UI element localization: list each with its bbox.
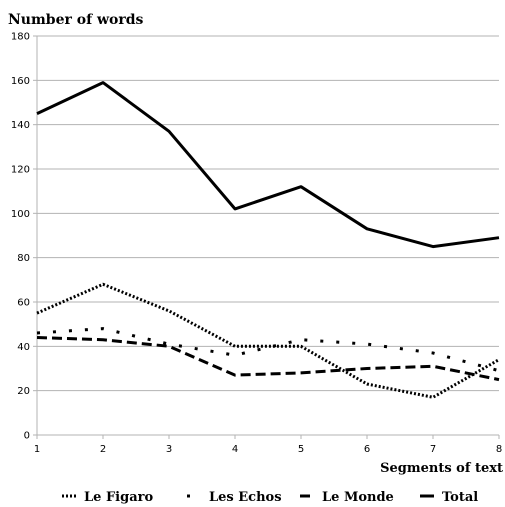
series-line-le-figaro	[36, 282, 500, 399]
legend-label-le-figaro: Le Figaro	[84, 490, 153, 505]
x-tick-label: 6	[364, 444, 370, 455]
legend-label-le-monde: Le Monde	[322, 490, 394, 505]
legend-label-les-echos: Les Echos	[209, 490, 282, 505]
x-tick-label: 8	[496, 444, 502, 455]
x-tick-label: 2	[100, 444, 106, 455]
series-line-le-monde	[36, 336, 500, 382]
x-tick-label: 3	[166, 444, 172, 455]
x-tick-label: 1	[34, 444, 40, 455]
y-tick-label: 120	[11, 165, 30, 176]
x-tick-label: 7	[430, 444, 436, 455]
x-tick-label: 5	[298, 444, 304, 455]
series-line-les-echos	[36, 327, 500, 373]
legend: Le Figaro Les Echos Le Monde Total	[62, 490, 478, 505]
y-tick-label: 140	[11, 120, 30, 131]
x-tick-label: 4	[232, 444, 238, 455]
y-tick-label: 20	[17, 386, 30, 397]
tick-labels: 0 20 40 60 80 100 120 140 160 180 1 2 3 4 5 6 7 8	[11, 32, 502, 456]
y-tick-label: 0	[24, 431, 30, 442]
legend-label-total: Total	[442, 490, 478, 505]
axes	[33, 35, 500, 439]
y-tick-label: 180	[11, 32, 30, 43]
y-tick-label: 60	[17, 298, 30, 309]
series-line-total	[36, 81, 500, 249]
y-tick-label: 40	[17, 342, 30, 353]
y-tick-label: 100	[11, 209, 30, 220]
x-axis-label: Segments of text	[380, 461, 503, 476]
y-tick-label: 80	[17, 253, 30, 264]
series-lines	[36, 81, 500, 399]
y-tick-label: 160	[11, 76, 30, 87]
grid-lines	[37, 35, 499, 392]
y-axis-label: Number of words	[8, 12, 144, 28]
